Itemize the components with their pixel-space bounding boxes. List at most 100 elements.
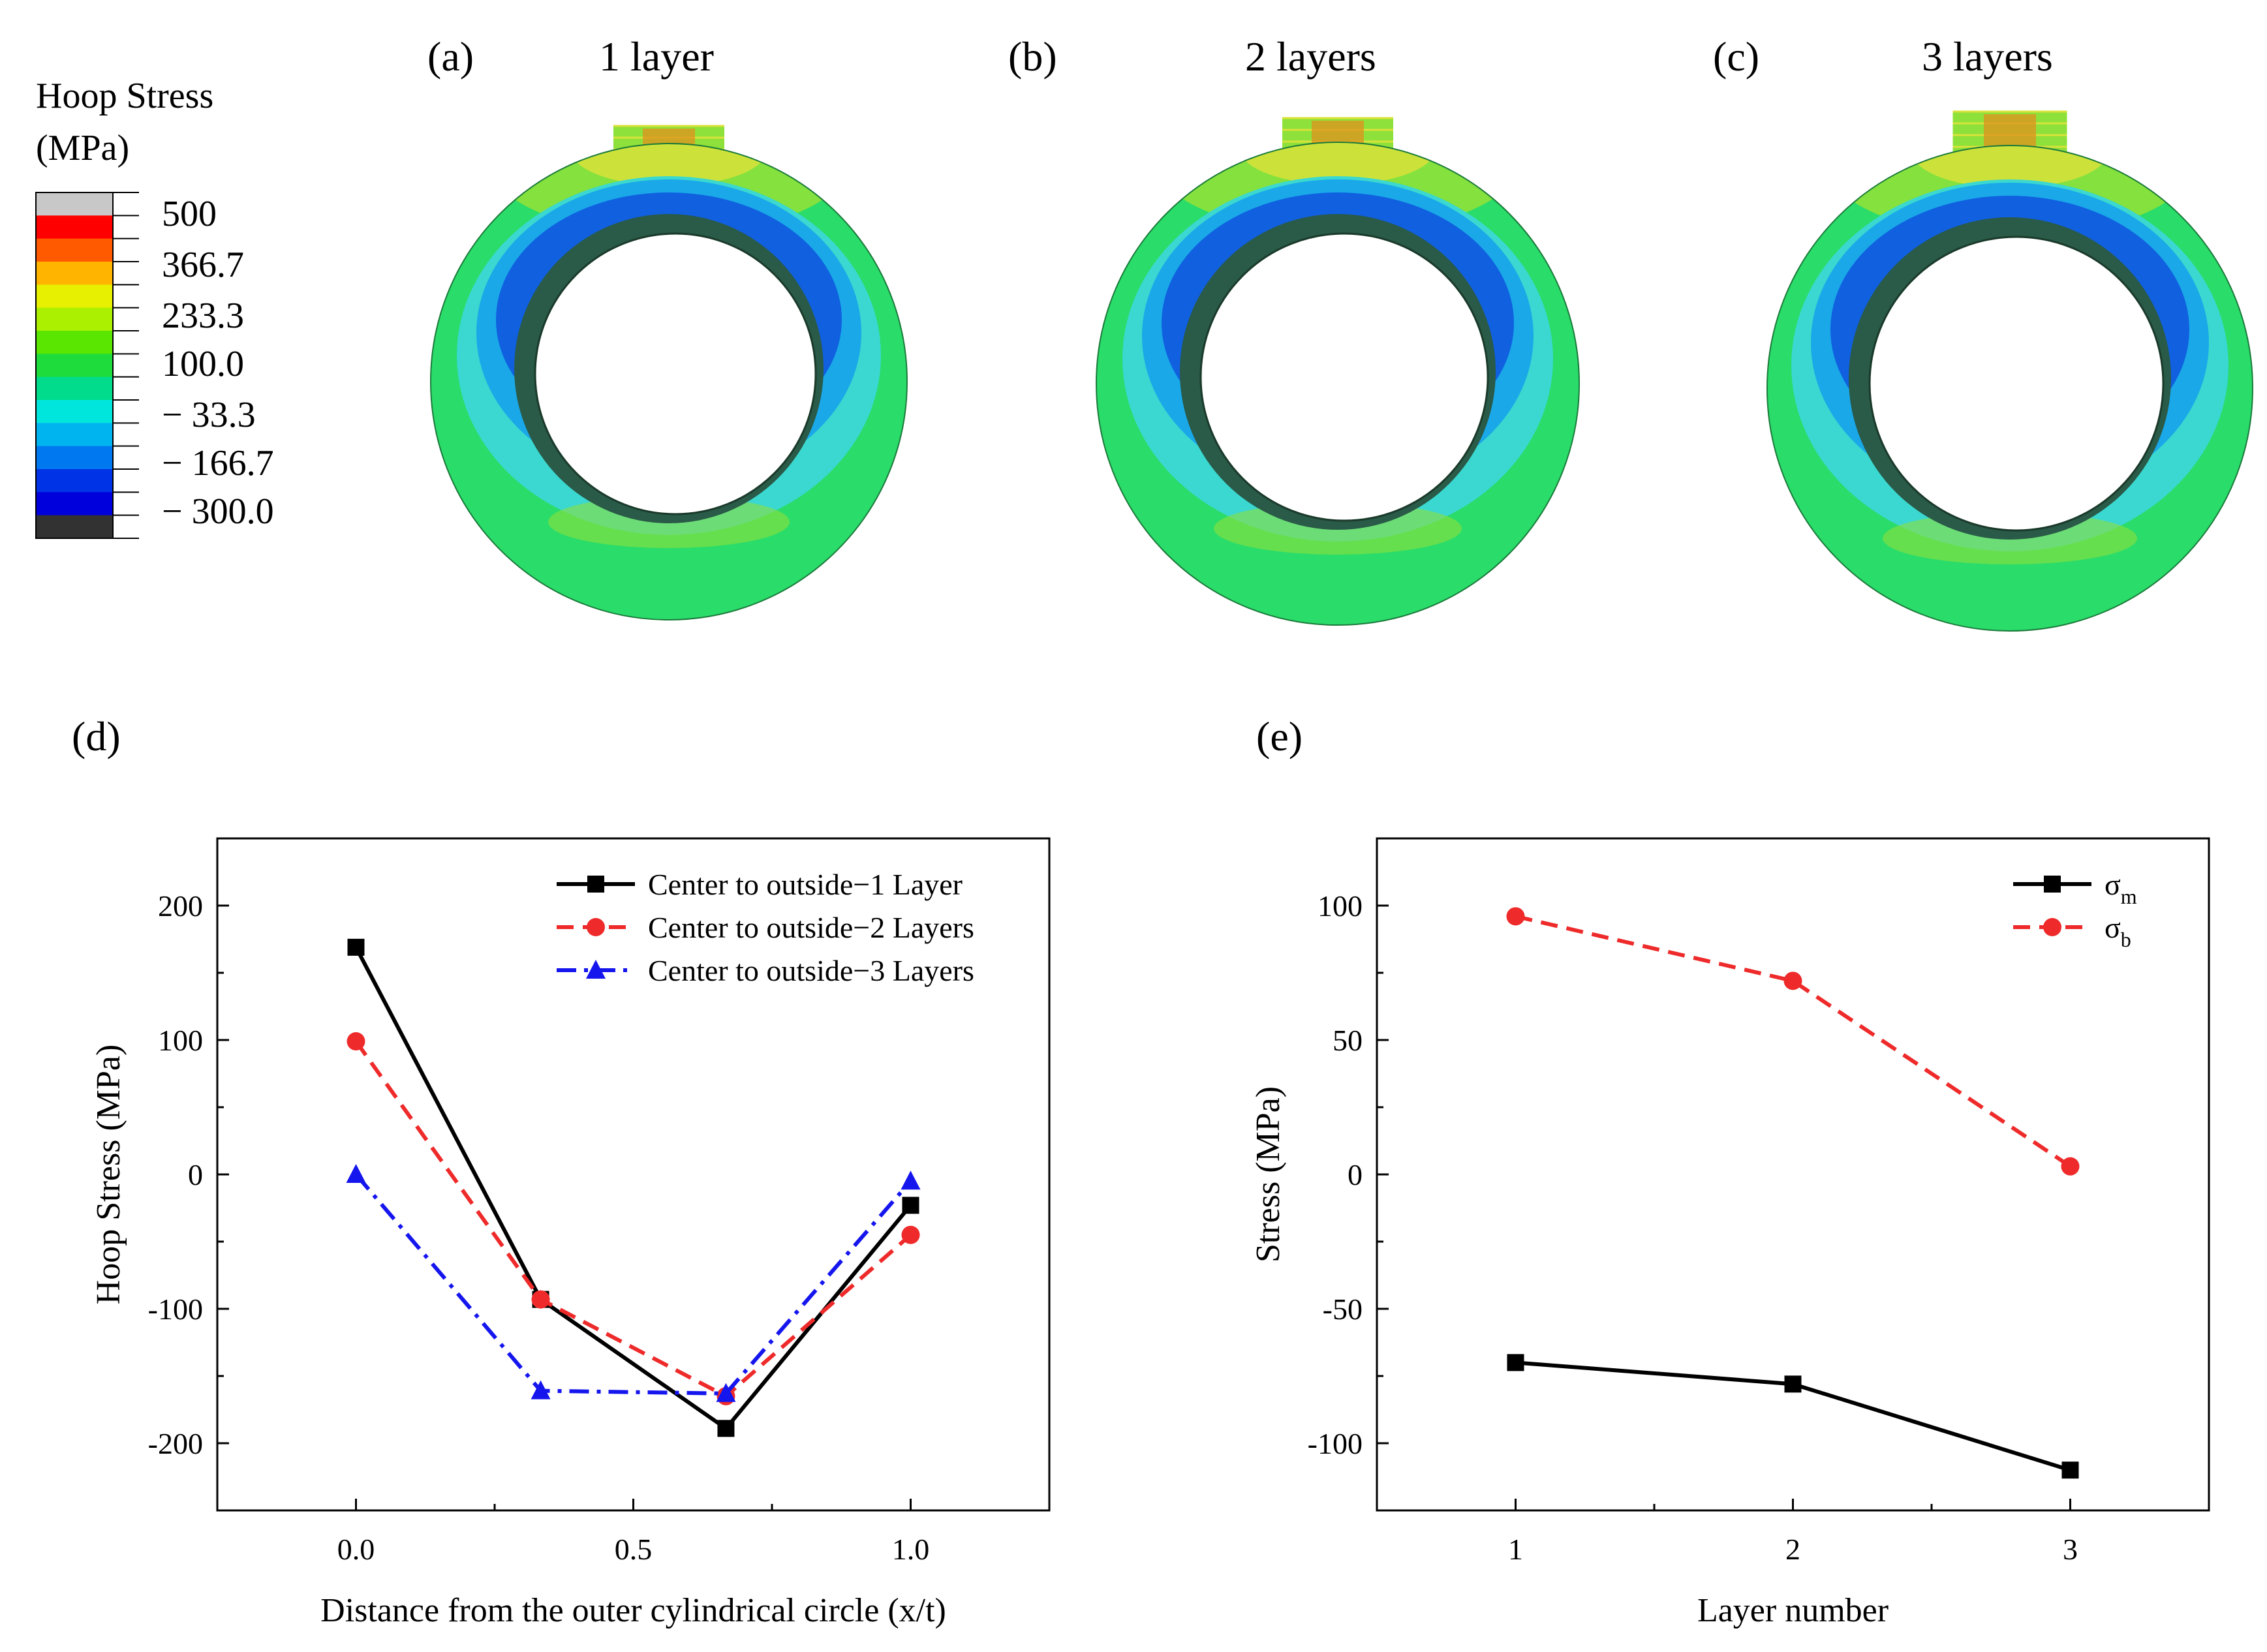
panel-b-title: 2 layers (1245, 33, 1376, 80)
y-tick-label-4: 200 (158, 889, 203, 923)
colorbar: Hoop Stress (MPa) 500 366.7 233.3 100.0 … (35, 76, 274, 539)
panel-e-label: (e) (1256, 713, 1303, 759)
panel-a: (a) 1 layer (427, 33, 908, 620)
series-2-line (354, 1173, 912, 1396)
colorbar-label-neg33: − 33.3 (162, 395, 256, 435)
series-2-point-3 (901, 1170, 921, 1190)
colorbar-title-line2: (MPa) (36, 128, 129, 168)
series-0-point-2 (717, 1420, 735, 1437)
colorbar-swatch-6 (36, 331, 113, 354)
bore-hole (1868, 236, 2165, 532)
legend-marker-1 (2043, 918, 2061, 936)
series-1-line (1515, 914, 2072, 1169)
series-2-point-1 (531, 1380, 551, 1400)
ring-body (1767, 145, 2253, 631)
series-1-point-1 (1783, 971, 1802, 990)
colorbar-swatches (35, 192, 114, 539)
ring-outline (1766, 145, 2253, 632)
legend-marker-2 (586, 960, 606, 979)
colorbar-swatch-9 (36, 400, 113, 423)
legend-label-1: Center to outside−2 Layers (648, 911, 974, 944)
panel-a-title: 1 layer (599, 33, 714, 80)
x-axis-label: Distance from the outer cylindrical circ… (320, 1592, 946, 1629)
series-1-point-1 (531, 1290, 550, 1309)
legend-label-0: σm (2105, 868, 2137, 908)
colorbar-swatch-14 (36, 515, 113, 539)
colorbar-label-366: 366.7 (162, 245, 244, 285)
colorbar-swatch-1 (36, 215, 113, 239)
plot-frame (1376, 837, 2210, 1512)
colorbar-label-233: 233.3 (162, 296, 244, 336)
series-2 (346, 1164, 921, 1402)
y-axis-label: Hoop Stress (MPa) (90, 1045, 127, 1305)
series-2-point-0 (346, 1164, 366, 1183)
x-tick-label-0: 0.0 (337, 1533, 375, 1566)
chart-e: 1 2 3 -100 -50 0 50 100 Layer number Stress (MPa)… (1250, 837, 2210, 1629)
colorbar-title-line1: Hoop Stress (36, 76, 213, 116)
series-0 (347, 938, 919, 1437)
band-yellow (1240, 142, 1436, 185)
band-yellow (571, 144, 767, 186)
series-0-point-0 (1507, 1354, 1524, 1371)
colorbar-frame (35, 192, 114, 539)
series-1-point-3 (901, 1225, 920, 1244)
series-2-point-2 (716, 1383, 736, 1402)
series-0-line (354, 946, 912, 1431)
ring-body (1096, 142, 1579, 625)
x-tick-label-0: 1 (1508, 1533, 1523, 1566)
x-tick-label-1: 2 (1785, 1533, 1800, 1566)
panel-a-tag: (a) (427, 33, 474, 80)
band-yellow (1912, 145, 2108, 188)
colorbar-swatch-2 (36, 238, 113, 262)
panel-b: (b) 2 layers (1008, 33, 1580, 626)
x-tick-label-1: 0.5 (615, 1533, 653, 1566)
colorbar-swatch-10 (36, 423, 113, 447)
panel-d-label: (d) (72, 713, 121, 759)
x-axis-label: Layer number (1697, 1592, 1889, 1629)
ring-contour-1-layer (430, 125, 908, 620)
series-0-point-0 (347, 938, 365, 956)
legend-marker-0 (2044, 876, 2061, 893)
panel-c-tag: (c) (1713, 33, 1759, 80)
x-tick-label-2: 3 (2063, 1533, 2078, 1566)
ring-outline (430, 143, 908, 620)
legend-label-2: Center to outside−3 Layers (648, 954, 974, 987)
series-1-point-0 (347, 1032, 365, 1051)
legend-marker-1 (587, 918, 605, 936)
legend-label-1: σb (2105, 911, 2131, 951)
colorbar-swatch-3 (36, 262, 113, 285)
series-1-point-2 (2061, 1157, 2080, 1176)
ring-contour-3-layers (1766, 110, 2253, 632)
ring-contour-2-layers (1096, 117, 1580, 626)
chart-d: 0.0 0.5 1.0 -200 -100 0 100 200 Distance from th… (90, 837, 1051, 1629)
series-1-line (354, 1040, 912, 1399)
colorbar-swatch-12 (36, 469, 113, 493)
y-tick-label-0: -100 (1308, 1427, 1363, 1460)
bore-hole (534, 232, 817, 515)
y-tick-label-2: 0 (188, 1158, 203, 1191)
series-0-point-2 (2061, 1461, 2079, 1479)
y-tick-label-0: -200 (148, 1427, 203, 1460)
y-tick-label-2: 0 (1348, 1158, 1363, 1191)
ring-body (431, 144, 907, 620)
colorbar-swatch-7 (36, 354, 113, 378)
legend: Center to outside−1 Layer Center to outsi… (557, 868, 974, 987)
colorbar-swatch-0 (36, 192, 113, 216)
y-tick-label-3: 50 (1333, 1024, 1363, 1057)
series-1-point-0 (1506, 907, 1525, 926)
colorbar-label-neg300: − 300.0 (162, 491, 274, 532)
colorbar-swatch-13 (36, 492, 113, 516)
colorbar-ticks (113, 192, 139, 539)
series-1 (1506, 907, 2080, 1176)
y-tick-label-3: 100 (158, 1024, 203, 1057)
panel-b-tag: (b) (1008, 33, 1057, 80)
series-1 (347, 1032, 920, 1405)
y-tick-label-1: -100 (148, 1293, 203, 1326)
y-tick-label-4: 100 (1318, 889, 1363, 923)
colorbar-label-100: 100.0 (162, 344, 244, 384)
bore-hole (1199, 232, 1489, 522)
y-axis-label: Stress (MPa) (1250, 1086, 1287, 1262)
legend-label-0: Center to outside−1 Layer (648, 868, 963, 901)
